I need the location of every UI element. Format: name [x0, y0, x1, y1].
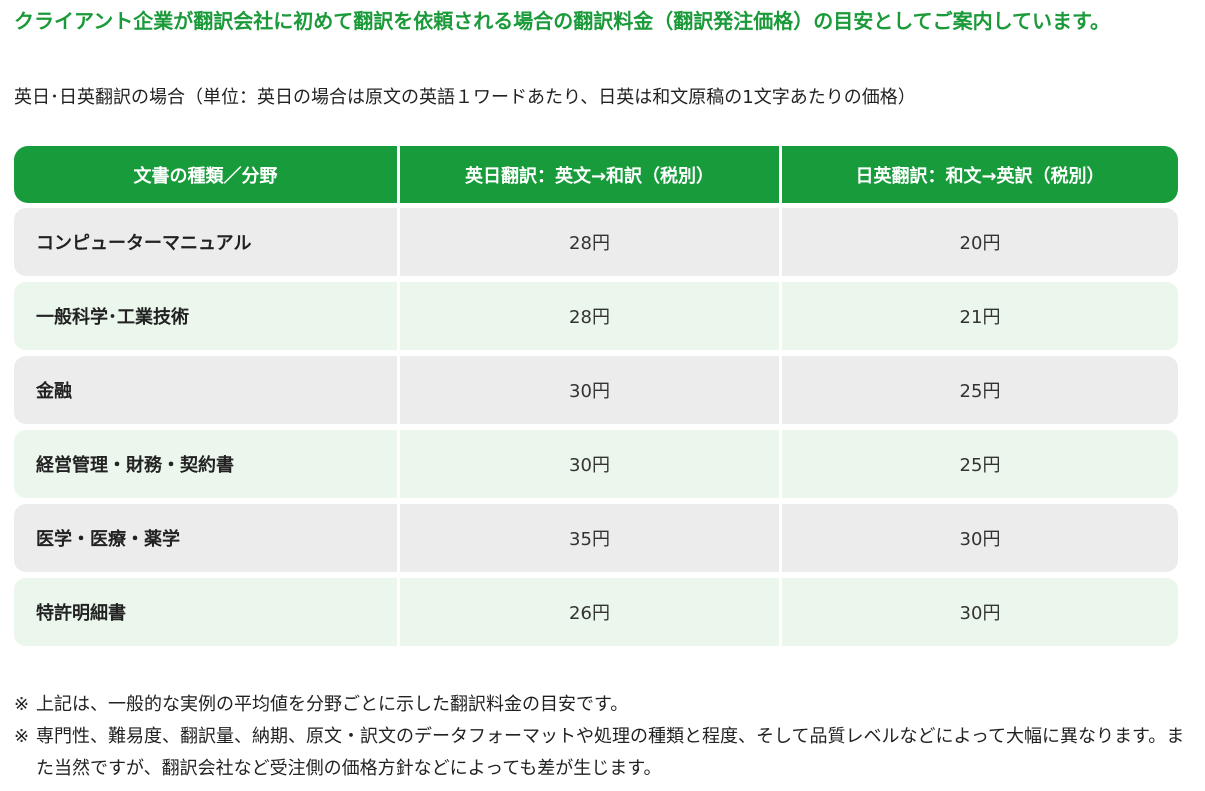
ja-en-price: 25円 — [782, 430, 1178, 498]
page-headline: クライアント企業が翻訳会社に初めて翻訳を依頼される場合の翻訳料金（翻訳発注価格）… — [14, 9, 1110, 33]
footnote: ※ 上記は、一般的な実例の平均値を分野ごとに示した翻訳料金の目安です。 — [14, 689, 1189, 721]
ja-en-price: 25円 — [782, 356, 1178, 424]
en-ja-price: 26円 — [400, 578, 779, 646]
table-row: コンピューターマニュアル 28円 20円 — [14, 208, 1178, 276]
field-label: 経営管理・財務・契約書 — [14, 430, 397, 498]
table-row: 経営管理・財務・契約書 30円 25円 — [14, 430, 1178, 498]
footnote: ※ 専門性、難易度、翻訳量、納期、原文・訳文のデータフォーマットや処理の種類と程… — [14, 721, 1189, 785]
en-ja-price: 28円 — [400, 208, 779, 276]
ja-en-price: 21円 — [782, 282, 1178, 350]
field-label: 特許明細書 — [14, 578, 397, 646]
table-subtitle: 英日･日英翻訳の場合（単位：英日の場合は原文の英語１ワードあたり、日英は和文原稿… — [14, 87, 916, 108]
ja-en-price: 30円 — [782, 504, 1178, 572]
table-row: 一般科学･工業技術 28円 21円 — [14, 282, 1178, 350]
footnote-text: 上記は、一般的な実例の平均値を分野ごとに示した翻訳料金の目安です。 — [36, 694, 629, 715]
en-ja-price: 30円 — [400, 356, 779, 424]
field-label: 金融 — [14, 356, 397, 424]
header-en-ja: 英日翻訳：英文→和訳（税別） — [400, 146, 779, 203]
field-label: 一般科学･工業技術 — [14, 282, 397, 350]
header-ja-en: 日英翻訳：和文→英訳（税別） — [782, 146, 1178, 203]
table-row: 医学・医療・薬学 35円 30円 — [14, 504, 1178, 572]
footnote-text: 専門性、難易度、翻訳量、納期、原文・訳文のデータフォーマットや処理の種類と程度、… — [36, 726, 1185, 779]
table-row: 特許明細書 26円 30円 — [14, 578, 1178, 646]
footnotes: ※ 上記は、一般的な実例の平均値を分野ごとに示した翻訳料金の目安です。 ※ 専門… — [14, 689, 1189, 785]
footnote-mark: ※ — [14, 726, 30, 747]
en-ja-price: 30円 — [400, 430, 779, 498]
en-ja-price: 28円 — [400, 282, 779, 350]
field-label: 医学・医療・薬学 — [14, 504, 397, 572]
table-header-row: 文書の種類／分野 英日翻訳：英文→和訳（税別） 日英翻訳：和文→英訳（税別） — [14, 146, 1178, 203]
ja-en-price: 20円 — [782, 208, 1178, 276]
ja-en-price: 30円 — [782, 578, 1178, 646]
header-document-type: 文書の種類／分野 — [14, 146, 397, 203]
footnote-mark: ※ — [14, 694, 30, 715]
en-ja-price: 35円 — [400, 504, 779, 572]
field-label: コンピューターマニュアル — [14, 208, 397, 276]
translation-price-table: 文書の種類／分野 英日翻訳：英文→和訳（税別） 日英翻訳：和文→英訳（税別） コ… — [14, 146, 1178, 652]
table-row: 金融 30円 25円 — [14, 356, 1178, 424]
